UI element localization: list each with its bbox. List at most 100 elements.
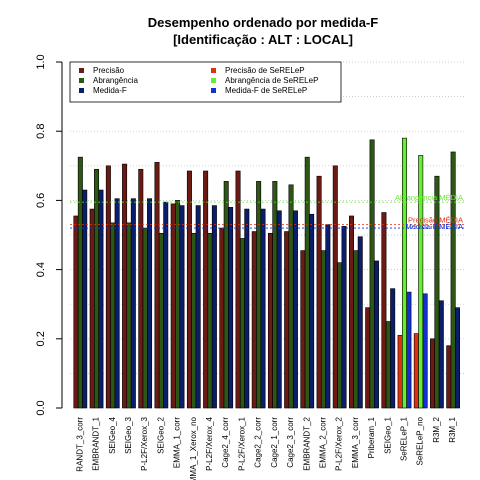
bar-medida-f-6 [179, 205, 185, 409]
x-tick-label: P-L2F/Xerox_1 [237, 416, 246, 470]
x-tick-label: SEIGeo_2 [156, 416, 165, 453]
bar-precisao-10 [235, 170, 241, 409]
bar-medida-f-2 [114, 198, 120, 409]
bar-abrangencia-15 [320, 250, 326, 409]
bar-abrangencia-2 [110, 222, 116, 409]
chart-title: Desempenho ordenado por medida-F [148, 15, 378, 30]
bar-abrangencia-18 [369, 139, 375, 409]
x-tick-label: SEIGeo_1 [383, 416, 392, 453]
bar-abrangencia-10 [239, 238, 245, 409]
bar-abrangencia-0 [77, 156, 83, 409]
x-tick-label: R3M_2 [432, 416, 441, 442]
legend-swatch [79, 88, 84, 93]
y-tick-label: 1.0 [35, 54, 47, 69]
bar-abrangencia-5 [158, 232, 164, 409]
legend-swatch [79, 78, 84, 83]
bar-medida-f-9 [228, 207, 234, 409]
y-tick-label: 0.4 [35, 262, 47, 277]
bar-abrangencia-7 [191, 232, 197, 409]
y-axis: 0.0 0.2 0.4 0.6 0.8 1.0 [35, 54, 63, 416]
bar-abrangencia-4 [142, 227, 148, 409]
legend-swatch [79, 68, 84, 73]
bar-abrangencia-22 [434, 175, 440, 409]
bar-abrangencia-1 [94, 168, 100, 409]
bar-abrangencia-8 [207, 232, 213, 409]
bar-medida-f-12 [276, 210, 282, 409]
bar-medida-f-20 [406, 291, 412, 409]
bar-abrangencia-11 [256, 181, 262, 409]
bar-abrangencia-6 [175, 200, 181, 409]
bar-medida-f-1 [98, 189, 104, 409]
x-tick-label: P-L2F/Xerox_2 [335, 416, 344, 470]
bar-medida-f-18 [373, 260, 379, 409]
x-tick-label: Cage2_3_corr [286, 417, 295, 468]
bar-abrangencia-3 [126, 222, 132, 409]
bar-medida-f-10 [244, 208, 250, 409]
bar-abrangencia-16 [337, 262, 343, 409]
bar-precisao-14 [300, 250, 306, 409]
x-tick-label: P-L2F/Xerox_3 [140, 416, 149, 470]
x-tick-label: Priberam_1 [367, 416, 376, 458]
x-tick-label: Cage2_2_corr [254, 417, 263, 468]
x-tick-label: EMBRANDT_1 [92, 416, 101, 470]
legend-label: Abrangência de SeRELeP [225, 76, 318, 85]
legend-label: Abrangência [93, 76, 138, 85]
y-tick-label: 0.0 [35, 400, 47, 415]
bar-abrangencia-13 [288, 184, 294, 409]
legend-label: Medida-F de SeRELeP [225, 86, 307, 95]
bar-medida-f-23 [455, 307, 460, 409]
bar-precisao-22 [430, 338, 436, 409]
bar-precisao-23 [446, 345, 452, 409]
bar-precisao-5 [154, 162, 160, 409]
legend-label: Precisão [93, 66, 125, 75]
y-tick-label: 0.6 [35, 193, 47, 208]
bar-medida-f-19 [390, 288, 396, 409]
bar-abrangencia-12 [272, 181, 278, 409]
bar-precisao-9 [219, 227, 225, 409]
x-tick-label: P-L2F/Xerox_4 [205, 416, 214, 470]
bar-abrangencia-23 [450, 151, 456, 409]
bar-precisao-13 [284, 231, 290, 409]
bar-precisao-1 [89, 208, 95, 409]
bar-abrangencia-17 [353, 250, 359, 409]
bar-precisao-12 [267, 232, 273, 409]
bar-medida-f-8 [211, 205, 217, 409]
bar-abrangencia-9 [223, 181, 229, 409]
bar-precisao-4 [138, 168, 144, 409]
legend-swatch [211, 88, 216, 93]
bar-medida-f-17 [357, 236, 363, 409]
bar-abrangencia-14 [304, 156, 310, 409]
x-tick-label: EMMA_1_Xerox_no [189, 416, 198, 480]
chart-subtitle: [Identificação : ALT : LOCAL] [173, 32, 353, 47]
x-tick-label: SEIGeo_3 [124, 416, 133, 453]
bar-medida-f-16 [341, 226, 347, 409]
x-tick-label: Cage2_4_corr [221, 417, 230, 468]
x-tick-label: Cage2_1_corr [270, 417, 279, 468]
bar-precisao-7 [186, 170, 192, 409]
reference-line-label: Medida-F MÉDIA [405, 222, 463, 231]
bar-abrangencia-20 [402, 137, 407, 409]
legend-swatch [211, 68, 216, 73]
x-tick-label: EMMA_1_corr [173, 417, 182, 468]
legend-label: Precisão de SeRELeP [225, 66, 305, 75]
x-tick-label: SeRELeP_1 [400, 416, 409, 461]
bar-medida-f-21 [422, 293, 428, 409]
reference-line-label: Abrangência MÉDIA [395, 193, 463, 202]
bar-medida-f-22 [438, 300, 444, 409]
bar-precisao-3 [122, 163, 128, 409]
x-tick-label: R3M_1 [448, 416, 457, 442]
x-tick-label: SEIGeo_4 [108, 416, 117, 453]
y-tick-label: 0.2 [35, 331, 47, 346]
bar-precisao-11 [251, 231, 257, 409]
bar-medida-f-3 [130, 198, 136, 409]
bar-medida-f-4 [147, 198, 153, 409]
bar-abrangencia-19 [385, 321, 391, 409]
reference-lines: Abrangência MÉDIA Precisão MÉDIAMedida-F … [70, 193, 465, 231]
bar-precisao-0 [73, 215, 79, 409]
bar-medida-f-7 [195, 205, 201, 409]
bar-medida-f-5 [163, 201, 169, 409]
x-tick-label: EMMA_2_corr [318, 417, 327, 468]
bar-precisao-18 [365, 307, 371, 409]
